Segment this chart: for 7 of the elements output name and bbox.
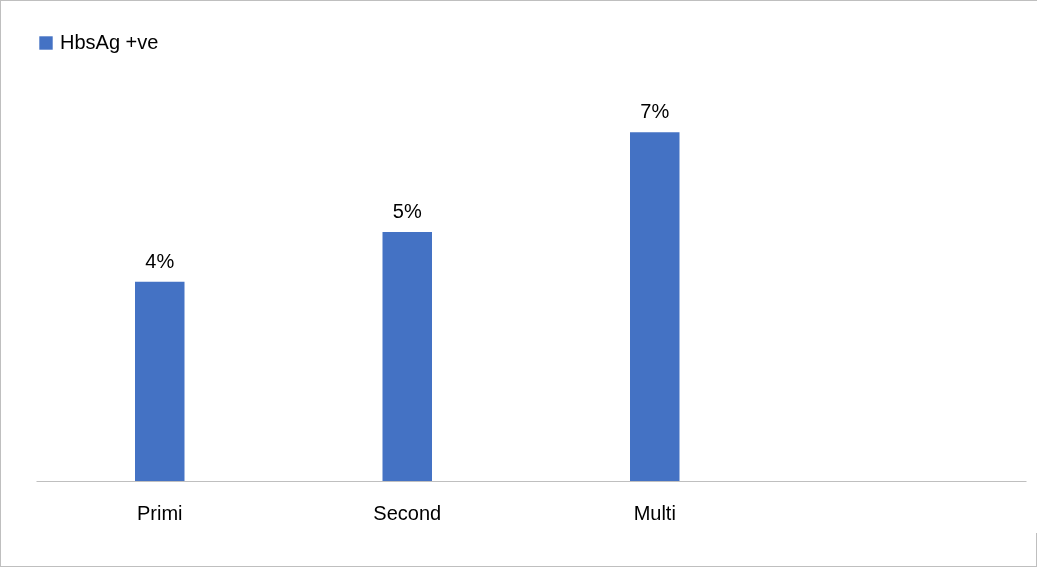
legend-label: HbsAg +ve (60, 31, 159, 53)
data-label: 7% (640, 100, 670, 123)
data-label: 5% (392, 199, 422, 222)
x-tick-label: Multi (633, 501, 676, 524)
x-tick-label: Second (373, 501, 442, 524)
x-tick-label: Primi (136, 501, 183, 524)
data-label: 4% (145, 249, 175, 272)
